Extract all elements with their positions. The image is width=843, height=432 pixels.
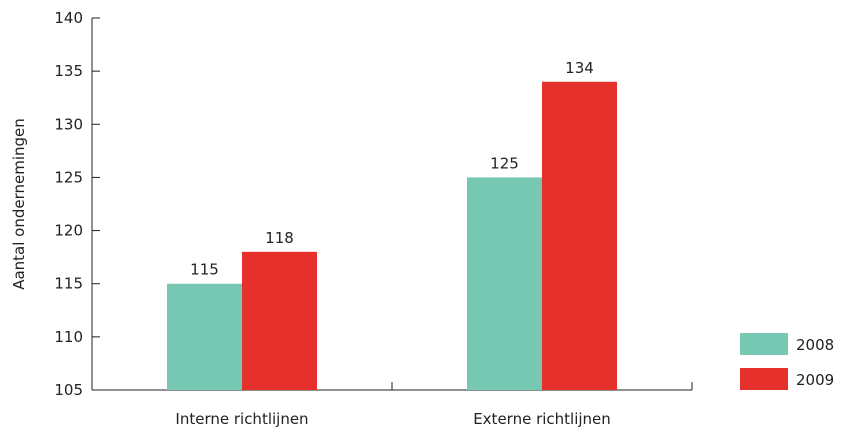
y-axis-label: Aantal ondernemingen [10, 118, 28, 290]
bar-2008-2 [467, 177, 542, 390]
legend-swatch-2009 [740, 368, 788, 390]
legend-label-2009: 2009 [796, 371, 834, 389]
value-label-2008-1: 115 [190, 261, 219, 279]
y-tick-label-140: 140 [54, 9, 83, 27]
y-tick-label-120: 120 [54, 222, 83, 240]
bars [167, 81, 617, 391]
legend-swatch-2008 [740, 333, 788, 355]
bar-2009-1 [242, 251, 317, 390]
y-tick-label-125: 125 [54, 168, 83, 186]
category-labels: Interne richtlijnen Externe richtlijnen [175, 410, 610, 428]
value-label-2008-2: 125 [490, 154, 519, 172]
y-tick-label-130: 130 [54, 115, 83, 133]
category-label-1: Interne richtlijnen [175, 410, 308, 428]
y-tick-label-115: 115 [54, 275, 83, 293]
bar-2008-1 [167, 283, 242, 390]
bar-2009-2 [542, 81, 617, 391]
value-label-2009-1: 118 [265, 229, 294, 247]
y-axis: 105 110 115 120 125 130 135 140 [54, 9, 100, 399]
y-tick-label-110: 110 [54, 328, 83, 346]
category-label-2: Externe richtlijnen [473, 410, 611, 428]
y-tick-label-105: 105 [54, 381, 83, 399]
legend-label-2008: 2008 [796, 336, 834, 354]
value-labels: 115 118 125 134 [190, 59, 594, 279]
value-label-2009-2: 134 [565, 59, 594, 77]
y-tick-label-135: 135 [54, 62, 83, 80]
legend: 2008 2009 [740, 333, 834, 390]
